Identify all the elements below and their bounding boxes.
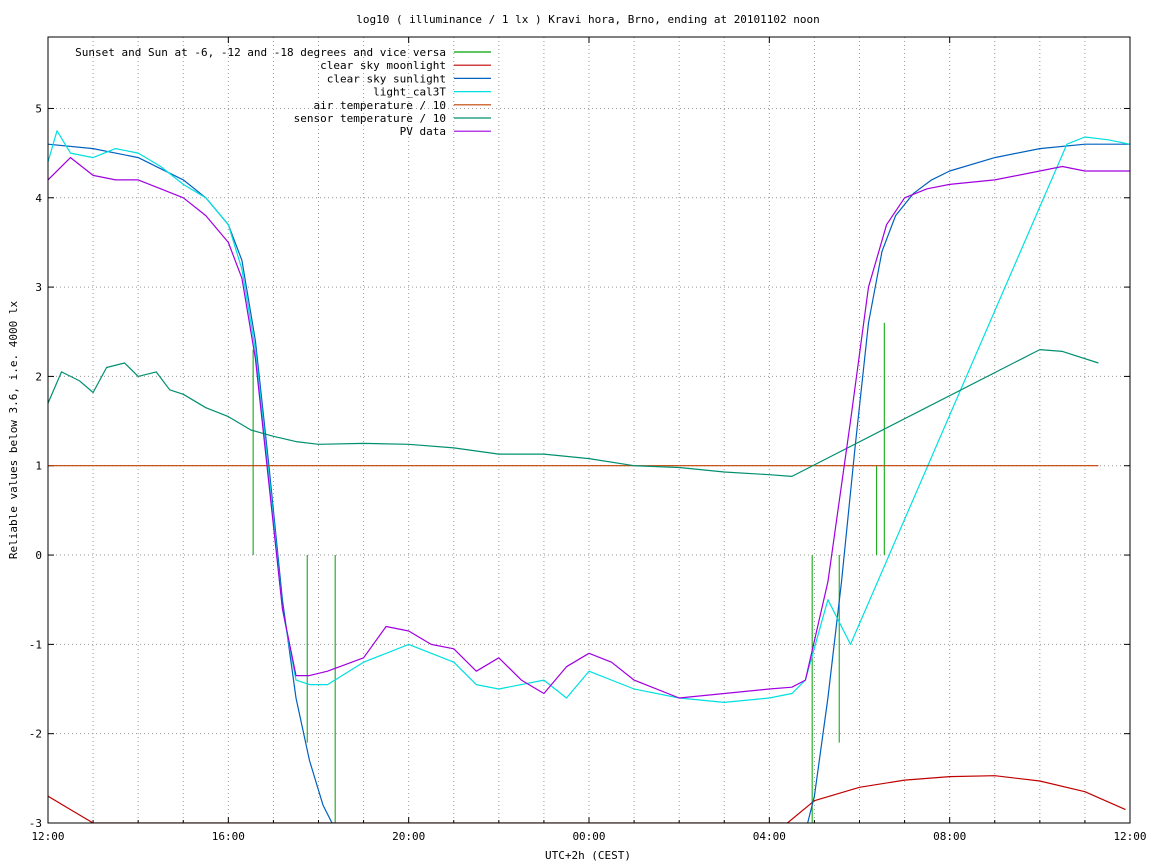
x-tick-label: 00:00 — [572, 830, 605, 843]
legend-entry-label: clear sky sunlight — [327, 72, 446, 85]
y-tick-label: 0 — [35, 549, 42, 562]
series-3 — [48, 130, 1130, 704]
series-6 — [48, 157, 1130, 699]
legend-entry-label: PV data — [400, 125, 446, 138]
y-tick-label: 5 — [35, 102, 42, 115]
x-tick-label: 12:00 — [31, 830, 64, 843]
legend-entry-label: sensor temperature / 10 — [294, 112, 446, 125]
y-tick-label: -2 — [29, 728, 42, 741]
series-0 — [252, 322, 885, 823]
y-tick-label: 3 — [35, 281, 42, 294]
grid — [48, 37, 1130, 823]
y-tick-label: -1 — [29, 638, 42, 651]
x-tick-label: 12:00 — [1113, 830, 1146, 843]
series-line — [48, 349, 1099, 477]
x-tick-label: 04:00 — [753, 830, 786, 843]
plot-frame — [47, 36, 1131, 824]
legend-entry-label: clear sky moonlight — [320, 59, 446, 72]
x-axis-ticks: 12:00 16:00 20:00 00:00 04:00 08:00 12:00 — [31, 37, 1147, 843]
data-series — [48, 130, 1130, 823]
legend-entry-label: air temperature / 10 — [314, 99, 446, 112]
x-tick-label: 16:00 — [212, 830, 245, 843]
x-tick-label: 08:00 — [933, 830, 966, 843]
legend-entry-label: Sunset and Sun at -6, -12 and -18 degree… — [75, 46, 446, 59]
series-line — [48, 775, 1126, 823]
series-line — [48, 130, 1130, 704]
y-tick-label: 2 — [35, 370, 42, 383]
y-tick-label: -3 — [29, 817, 42, 830]
y-axis-label: Reliable values below 3.6, i.e. 4000 lx — [7, 300, 20, 559]
legend: Sunset and Sun at -6, -12 and -18 degree… — [75, 46, 491, 138]
y-axis-ticks: -3 -2 -1 0 1 2 3 4 5 — [29, 102, 1130, 830]
legend-entry-label: light_cal3T — [373, 86, 446, 99]
x-tick-label: 20:00 — [392, 830, 425, 843]
series-1 — [48, 775, 1126, 823]
x-axis-label: UTC+2h (CEST) — [545, 849, 631, 862]
series-line — [48, 157, 1130, 699]
y-tick-label: 4 — [35, 192, 42, 205]
chart-title: log10 ( illuminance / 1 lx ) Kravi hora,… — [356, 13, 820, 26]
y-tick-label: 1 — [35, 460, 42, 473]
series-5 — [48, 349, 1099, 477]
